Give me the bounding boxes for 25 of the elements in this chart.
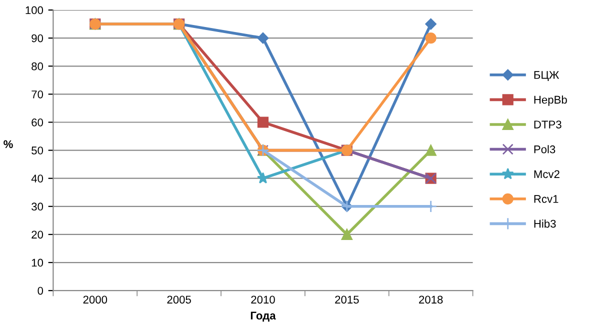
y-tick-label: 0 <box>38 286 44 295</box>
y-tick-label: 60 <box>32 118 44 126</box>
legend-label: DTP3 <box>534 120 562 128</box>
legend-label: Pol3 <box>534 145 556 154</box>
y-tick-label: 80 <box>32 62 44 70</box>
legend-label: БЦЖ <box>534 71 560 81</box>
y-tick-label: 90 <box>32 34 44 42</box>
y-tick-label: 40 <box>31 174 44 182</box>
y-tick-label: 10 <box>32 258 44 267</box>
y-tick-label: 50 <box>32 146 44 154</box>
x-tick-label: 2015 <box>335 296 359 304</box>
legend-label: Rcv1 <box>534 195 558 203</box>
x-tick-label: 2010 <box>251 296 275 304</box>
x-tick-label: 2018 <box>419 296 443 304</box>
y-tick-label: 30 <box>32 202 44 211</box>
y-axis-title: % <box>4 140 13 148</box>
x-axis-title: Года <box>250 312 276 322</box>
x-tick-label: 2000 <box>83 296 108 304</box>
legend-label: Hib3 <box>534 220 556 228</box>
legend-label: Mcv2 <box>534 170 560 178</box>
y-tick-label: 100 <box>26 6 44 14</box>
legend-label: HepBb <box>534 96 567 106</box>
y-tick-label: 20 <box>32 230 44 239</box>
x-tick-label: 2005 <box>167 296 191 304</box>
y-tick-label: 70 <box>32 90 44 98</box>
